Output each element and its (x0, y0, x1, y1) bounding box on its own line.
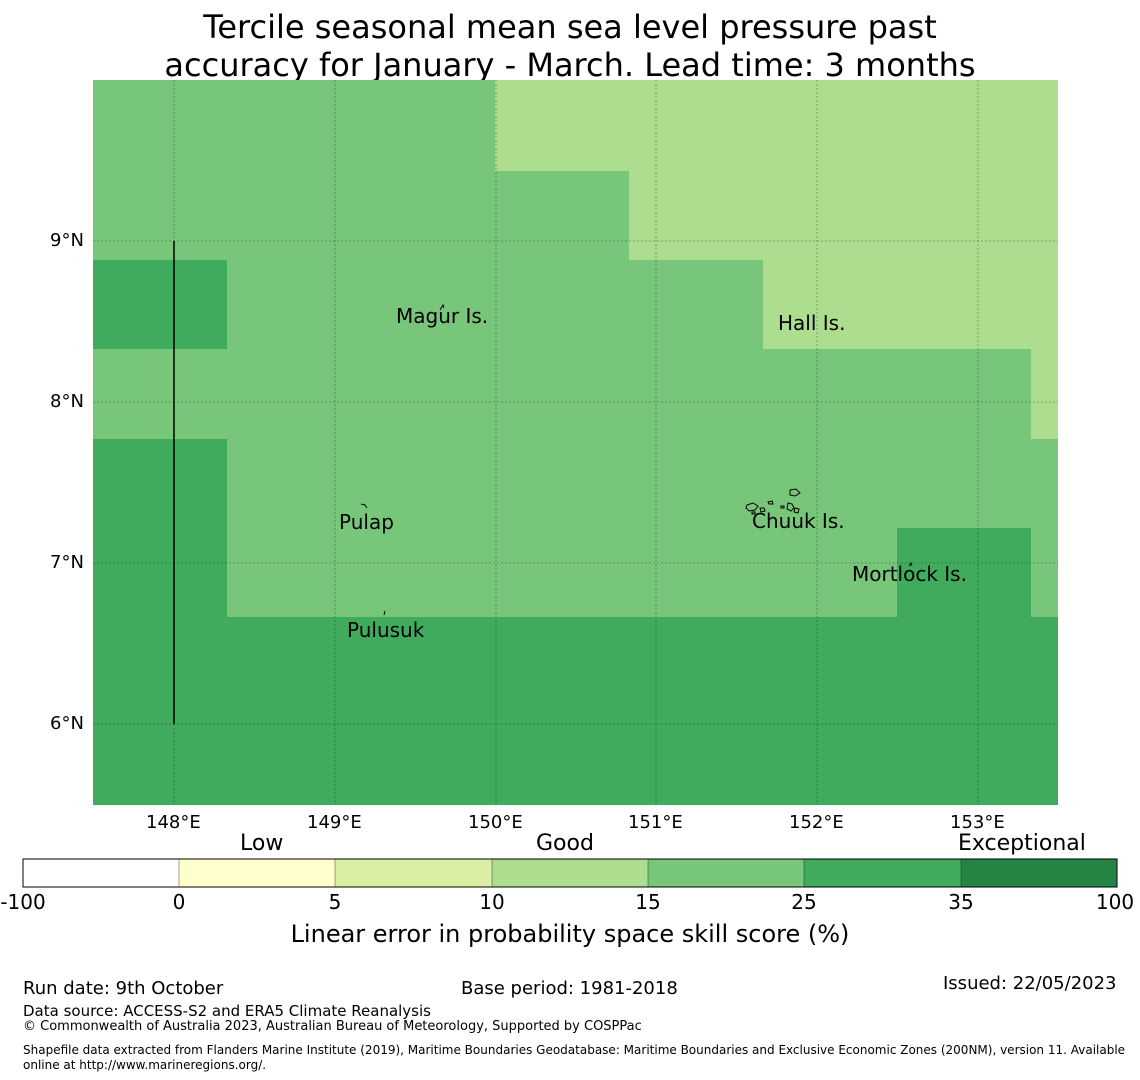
category-label-good: Good (536, 831, 594, 856)
shapefile-credit-line-2: online at http://www.marineregions.org/. (23, 1058, 267, 1072)
pulap-island-shape (360, 503, 368, 509)
colorbar-segment (179, 859, 335, 887)
colorbar-segment (804, 859, 961, 887)
skill-cell (897, 528, 1031, 617)
colorbar-segment (335, 859, 492, 887)
island-label-pulusuk: Pulusuk (347, 618, 425, 642)
colorbar-tick: 5 (328, 890, 342, 914)
lon-label: 148°E (146, 812, 201, 833)
lon-label: 151°E (628, 812, 683, 833)
island-label-pulap: Pulap (339, 510, 394, 534)
skill-cell (1031, 349, 1058, 439)
chart-title-line-1: Tercile seasonal mean sea level pressure… (203, 8, 937, 46)
lat-label: 6°N (50, 713, 84, 734)
run-date: Run date: 9th October (23, 978, 224, 999)
island-label-hall: Hall Is. (778, 311, 846, 335)
colorbar-tick: 0 (172, 890, 186, 914)
skill-cell (93, 260, 227, 349)
category-label-exceptional: Exceptional (958, 831, 1086, 856)
colorbar-segment (648, 859, 804, 887)
skill-cell (629, 171, 1058, 260)
chart-title-line-2: accuracy for January - March. Lead time:… (164, 46, 976, 84)
colorbar-segment (492, 859, 648, 887)
island-outlines (360, 303, 913, 616)
shapefile-credit-line-1: Shapefile data extracted from Flanders M… (23, 1043, 1126, 1057)
colorbar-title: Linear error in probability space skill … (290, 920, 850, 948)
lon-label: 149°E (307, 812, 362, 833)
lon-label: 152°E (789, 812, 844, 833)
colorbar-tick: 35 (948, 890, 974, 914)
colorbar (22, 858, 1118, 888)
island-label-chuuk: Chuuk Is. (752, 509, 845, 533)
lon-label: 153°E (950, 812, 1005, 833)
colorbar-tick: 10 (479, 890, 505, 914)
colorbar-tick: 25 (791, 890, 817, 914)
base-period: Base period: 1981-2018 (461, 978, 678, 999)
skill-cell (495, 80, 1058, 171)
mortlock-island-shape (908, 561, 913, 567)
lon-label: 150°E (468, 812, 523, 833)
lat-label: 7°N (50, 552, 84, 573)
colorbar-segment (23, 859, 179, 887)
skill-cell (763, 260, 1058, 349)
lat-label: 9°N (50, 230, 84, 251)
chuuk-island-shapes (745, 488, 801, 515)
copyright: © Commonwealth of Australia 2023, Austra… (23, 1019, 642, 1034)
issued-date: Issued: 22/05/2023 (943, 973, 1117, 994)
island-label-mortlock: Mortlock Is. (852, 562, 967, 586)
colorbar-tick: 100 (1095, 890, 1135, 914)
skill-cell (93, 439, 227, 617)
skill-cell (93, 617, 1058, 805)
island-label-magur: Magur Is. (396, 304, 489, 328)
lat-label: 8°N (50, 391, 84, 412)
data-source: Data source: ACCESS-S2 and ERA5 Climate … (23, 1002, 431, 1020)
colorbar-frame (22, 858, 1118, 888)
colorbar-segment (961, 859, 1117, 887)
magur-island-shape (439, 303, 445, 311)
colorbar-tick: -100 (0, 890, 46, 914)
colorbar-tick: 15 (635, 890, 661, 914)
category-label-low: Low (240, 831, 284, 856)
pulusuk-island-shape (383, 610, 386, 616)
